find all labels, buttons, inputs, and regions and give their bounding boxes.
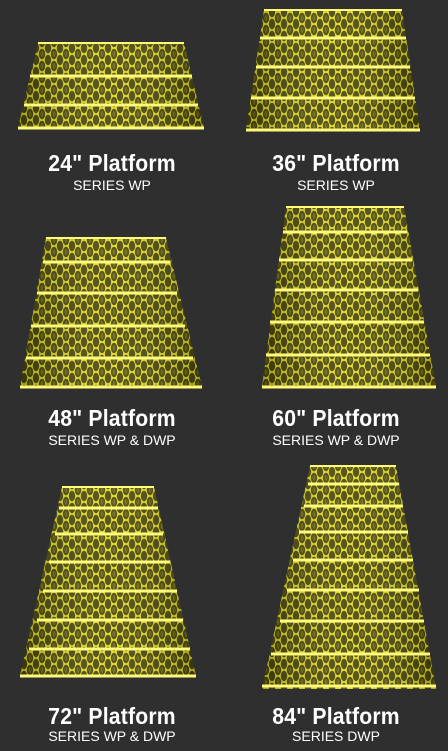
grate-platform-image	[262, 206, 436, 389]
platform-series: SERIES WP & DWP	[48, 728, 176, 744]
platform-card-60[interactable]: 60" Platform SERIES WP & DWP	[224, 206, 448, 460]
platform-series: SERIES WP & DWP	[48, 432, 176, 448]
platform-series: SERIES WP & DWP	[272, 432, 400, 448]
platform-card-84[interactable]: 84" Platform SERIES DWP	[224, 460, 448, 751]
grate-platform-image	[262, 465, 436, 689]
platform-title: 84" Platform	[272, 703, 400, 729]
platform-series: SERIES WP	[73, 177, 151, 193]
platform-card-48[interactable]: 48" Platform SERIES WP & DWP	[0, 210, 224, 460]
platform-series: SERIES WP	[297, 177, 375, 193]
grate-platform-image	[246, 9, 420, 132]
platform-title: 72" Platform	[48, 703, 176, 729]
grate-platform-image	[20, 486, 196, 678]
platform-card-24[interactable]: 24" Platform SERIES WP	[0, 0, 224, 210]
grate-platform-image	[18, 42, 204, 130]
platform-series: SERIES DWP	[292, 728, 380, 744]
grate-platform-image	[20, 237, 202, 389]
platform-title: 60" Platform	[272, 405, 400, 431]
platform-card-36[interactable]: 36" Platform SERIES WP	[224, 0, 448, 210]
platform-card-72[interactable]: 72" Platform SERIES WP & DWP	[0, 460, 224, 751]
platform-title: 24" Platform	[48, 150, 176, 176]
platform-title: 48" Platform	[48, 405, 176, 431]
platform-title: 36" Platform	[272, 150, 400, 176]
